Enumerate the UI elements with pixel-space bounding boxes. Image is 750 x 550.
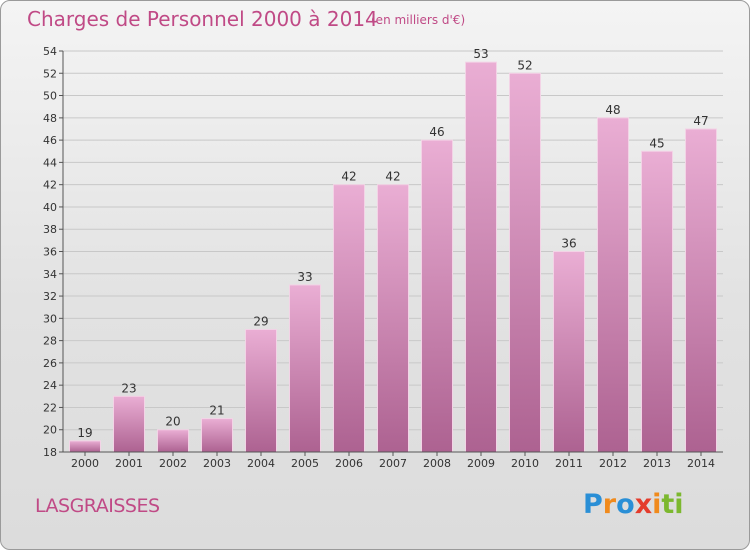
bar	[245, 328, 277, 453]
x-tick-label: 2004	[247, 457, 275, 470]
x-tick-label: 2009	[467, 457, 495, 470]
y-tick-label: 48	[43, 112, 57, 125]
y-tick-label: 32	[43, 290, 57, 303]
y-tick-label: 24	[43, 379, 57, 392]
bar	[685, 128, 717, 453]
bar-value-label: 48	[605, 103, 620, 117]
bar-value-label: 42	[341, 170, 356, 184]
y-tick-label: 52	[43, 67, 57, 80]
chart-title: Charges de Personnel 2000 à 2014	[27, 7, 378, 31]
proxiti-logo[interactable]: Proxiti	[583, 489, 684, 520]
bar	[377, 184, 409, 453]
bar-value-label: 20	[165, 415, 180, 429]
y-tick-label: 38	[43, 223, 57, 236]
x-tick-label: 2014	[687, 457, 715, 470]
bar	[641, 150, 673, 453]
bar	[201, 418, 233, 453]
y-tick-label: 22	[43, 401, 57, 414]
x-tick-label: 2006	[335, 457, 363, 470]
x-tick-label: 2010	[511, 457, 539, 470]
y-tick-label: 28	[43, 335, 57, 348]
x-tick-label: 2000	[71, 457, 99, 470]
y-tick-label: 44	[43, 156, 57, 169]
bar	[113, 395, 145, 453]
bar	[421, 139, 453, 453]
bar-value-label: 42	[385, 170, 400, 184]
x-tick-label: 2013	[643, 457, 671, 470]
bar-value-label: 19	[77, 426, 92, 440]
chart-subtitle: (en milliers d'€)	[371, 13, 466, 27]
bar	[509, 72, 541, 453]
bar	[597, 117, 629, 453]
x-tick-label: 2012	[599, 457, 627, 470]
bar-value-label: 46	[429, 125, 444, 139]
y-tick-label: 54	[43, 45, 57, 58]
x-tick-label: 2005	[291, 457, 319, 470]
bar-value-label: 29	[253, 314, 268, 328]
x-tick-label: 2002	[159, 457, 187, 470]
bars: 19 23 20 21 29 33 42 42 46 53 52 36 48 45 47	[69, 47, 717, 453]
y-tick-label: 42	[43, 179, 57, 192]
bar-value-label: 47	[693, 114, 708, 128]
y-tick-label: 46	[43, 134, 57, 147]
y-tick-label: 34	[43, 268, 57, 281]
y-axis: 18 20 22 24 26 28 30 32 34 36 38 40 42 44 46 48 50 52 54	[43, 45, 64, 459]
bar	[289, 284, 321, 453]
y-tick-label: 40	[43, 201, 57, 214]
x-tick-label: 2008	[423, 457, 451, 470]
y-tick-label: 26	[43, 357, 57, 370]
bar	[553, 251, 585, 453]
x-tick-label: 2001	[115, 457, 143, 470]
x-axis: 2000 2001 2002 2003 2004 2005 2006 2007 2008 2009…	[63, 451, 723, 470]
commune-name: LASGRAISSES	[35, 495, 160, 517]
y-tick-label: 18	[43, 446, 57, 459]
y-tick-label: 20	[43, 424, 57, 437]
y-tick-label: 36	[43, 246, 57, 259]
bar-value-label: 23	[121, 381, 136, 395]
bar	[333, 184, 365, 453]
bar	[465, 61, 497, 453]
bar-chart: 18 20 22 24 26 28 30 32 34 36 38 40 42 44 46 48 50 52 54 1…	[43, 45, 723, 470]
bar-value-label: 45	[649, 136, 664, 150]
bar	[157, 429, 189, 453]
bar-value-label: 33	[297, 270, 312, 284]
bar-value-label: 21	[209, 404, 224, 418]
x-tick-label: 2003	[203, 457, 231, 470]
y-tick-label: 30	[43, 312, 57, 325]
bar	[69, 440, 101, 453]
y-tick-label: 50	[43, 90, 57, 103]
bar-value-label: 52	[517, 58, 532, 72]
x-tick-label: 2011	[555, 457, 583, 470]
bar-value-label: 36	[561, 237, 576, 251]
x-tick-label: 2007	[379, 457, 407, 470]
bar-value-label: 53	[473, 47, 488, 61]
